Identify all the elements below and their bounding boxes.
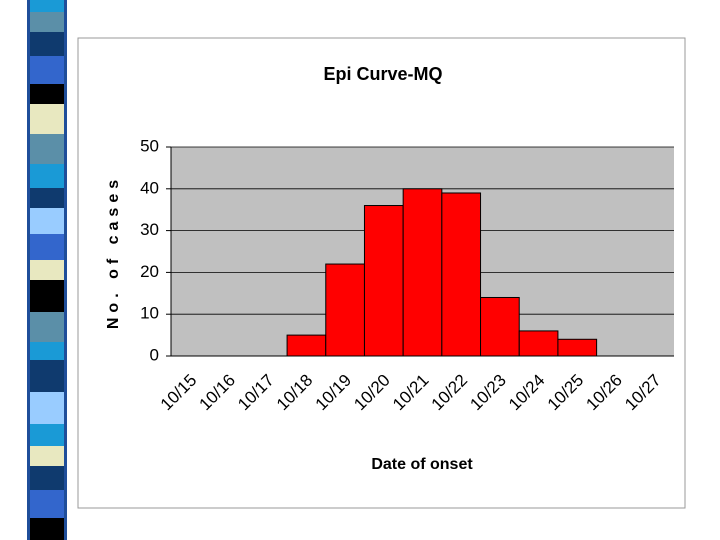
y-tick-label: 10 <box>140 304 159 323</box>
y-tick-label: 20 <box>140 262 159 281</box>
bar <box>441 192 482 357</box>
bar <box>518 330 559 357</box>
y-tick-label: 30 <box>140 220 159 239</box>
bar <box>363 205 404 357</box>
y-tick-label: 0 <box>150 345 159 364</box>
bar <box>402 188 443 357</box>
bar <box>480 296 520 357</box>
decorative-stripe <box>27 0 67 540</box>
bar <box>325 263 365 357</box>
y-tick-label: 50 <box>140 136 159 155</box>
y-axis-label: No. of cases <box>105 175 122 329</box>
bar <box>286 334 327 357</box>
chart-title: Epi Curve-MQ <box>323 64 442 84</box>
x-axis-label: Date of onset <box>371 456 473 473</box>
bar <box>557 338 598 357</box>
y-tick-label: 40 <box>140 178 159 197</box>
